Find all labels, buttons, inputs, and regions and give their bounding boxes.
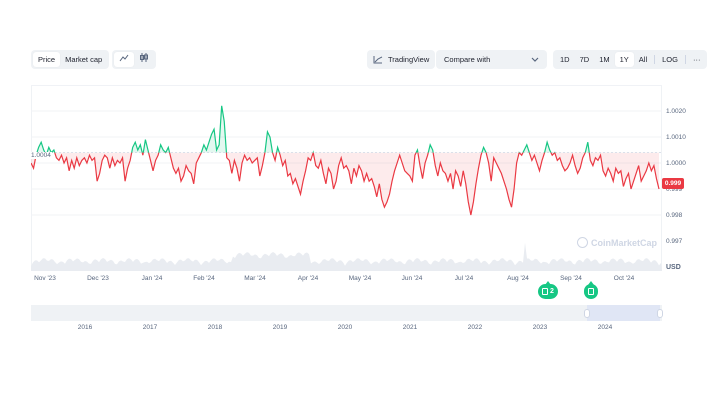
chart-type-toggle: [112, 50, 156, 69]
metric-toggle: Price Market cap: [31, 50, 110, 69]
divider: [654, 55, 656, 64]
range-7d[interactable]: 7D: [579, 55, 590, 64]
tradingview-label: TradingView: [388, 55, 430, 64]
x-tick: Oct '24: [613, 275, 635, 282]
navigator-year: 2017: [142, 324, 158, 331]
x-tick: Feb '24: [193, 275, 215, 282]
x-tick: Sep '24: [560, 275, 582, 282]
navigator-year: 2024: [597, 324, 613, 331]
x-tick: May '24: [348, 275, 372, 282]
x-tick: Nov '23: [34, 275, 56, 282]
navigator-year: 2019: [272, 324, 288, 331]
more-options-button[interactable]: ···: [692, 55, 701, 64]
time-range-toggle: 1D 7D 1M 1Y All LOG ···: [553, 50, 708, 69]
range-navigator[interactable]: [31, 305, 663, 321]
log-scale-button[interactable]: LOG: [662, 55, 678, 64]
x-tick: Mar '24: [244, 275, 266, 282]
compare-with-select[interactable]: Compare with: [436, 50, 547, 69]
coinmarketcap-logo-icon: [577, 237, 588, 248]
chart-toolbar: Price Market cap TradingView Compare wit…: [31, 50, 708, 69]
navigator-year: 2016: [77, 324, 93, 331]
x-tick: Dec '23: [87, 275, 109, 282]
divider: [684, 55, 686, 64]
current-price-tag: 0.999: [662, 178, 684, 189]
price-chart[interactable]: [31, 85, 662, 271]
navigator-year: 2020: [337, 324, 353, 331]
navigator-year: 2022: [467, 324, 483, 331]
chevron-down-icon: [531, 57, 539, 62]
x-tick: Jan '24: [141, 275, 163, 282]
x-tick: Jul '24: [454, 275, 474, 282]
event-count: 2: [550, 288, 554, 295]
line-chart-button[interactable]: [114, 52, 134, 67]
coinmarketcap-watermark: CoinMarketCap: [577, 237, 657, 248]
y-tick: 0.998: [666, 212, 683, 219]
navigator-selection[interactable]: [587, 305, 660, 321]
y-tick: 1.0010: [666, 134, 686, 141]
y-tick: 1.0000: [666, 160, 686, 167]
navigator-year: 2023: [532, 324, 548, 331]
range-all[interactable]: All: [638, 55, 648, 64]
open-price-label: 1.0004: [30, 152, 52, 159]
watermark-text: CoinMarketCap: [591, 237, 658, 248]
navigator-year: 2018: [207, 324, 223, 331]
navigator-year: 2021: [402, 324, 418, 331]
x-tick: Jun '24: [401, 275, 423, 282]
range-1y[interactable]: 1Y: [614, 52, 634, 67]
x-axis: Nov '23 Dec '23 Jan '24 Feb '24 Mar '24 Apr '…: [31, 275, 662, 287]
x-tick: Aug '24: [507, 275, 529, 282]
navigator-right-handle[interactable]: [657, 309, 663, 318]
tab-price[interactable]: Price: [33, 52, 61, 67]
price-chart-plot: [31, 85, 662, 271]
y-tick: 0.999: [666, 186, 683, 193]
news-event-marker[interactable]: 2: [538, 281, 558, 299]
navigator-left-handle[interactable]: [584, 309, 590, 318]
compare-with-label: Compare with: [444, 55, 491, 64]
y-tick: 1.0020: [666, 108, 686, 115]
x-tick: Apr '24: [297, 275, 319, 282]
line-chart-icon: [119, 54, 129, 62]
tab-market-cap[interactable]: Market cap: [65, 55, 103, 64]
tradingview-button[interactable]: TradingView: [367, 50, 436, 69]
candlestick-icon: [140, 53, 148, 62]
range-1d[interactable]: 1D: [560, 55, 570, 64]
navigator-year-axis: 2016 2017 2018 2019 2020 2021 2022 2023 2024: [31, 324, 662, 334]
candlestick-button[interactable]: [134, 52, 154, 67]
document-icon: [588, 288, 594, 295]
y-axis: 1.0020 1.0010 1.0000 0.999 0.998 0.997 U…: [666, 85, 716, 285]
currency-label: USD: [666, 264, 681, 271]
range-1m[interactable]: 1M: [599, 55, 610, 64]
y-tick: 0.997: [666, 238, 683, 245]
document-icon: [542, 288, 548, 295]
tradingview-icon: [373, 55, 383, 63]
news-event-marker[interactable]: [584, 281, 598, 299]
